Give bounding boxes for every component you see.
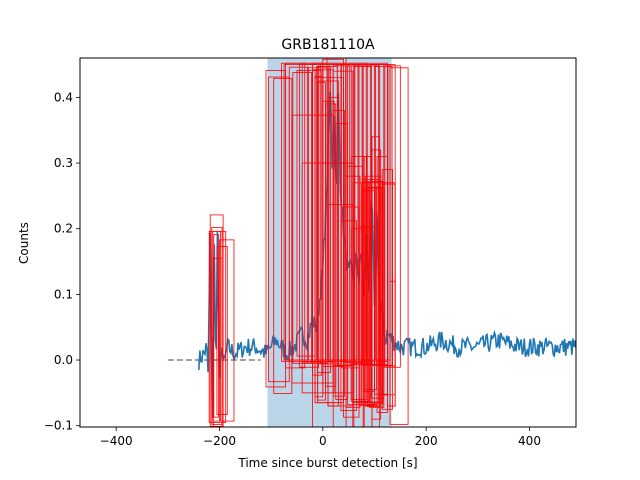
pulse-box-5	[208, 230, 227, 423]
pulse-box-84	[353, 64, 364, 427]
y-tick-label: 0.0	[54, 353, 73, 367]
y-tick-label: 0.1	[54, 287, 73, 301]
pulse-box-80	[312, 62, 347, 427]
x-tick-label: −400	[100, 434, 133, 448]
x-axis: −400 −200 0 200 400	[100, 427, 541, 448]
y-axis-label: Counts	[17, 222, 31, 264]
pulse-box-8	[212, 257, 223, 427]
x-tick-label: 200	[415, 434, 438, 448]
y-tick-label: −0.1	[44, 419, 73, 433]
pulse-box-78	[381, 169, 393, 410]
x-tick-label: 400	[518, 434, 541, 448]
pulse-box-53	[340, 220, 357, 411]
pulse-box-4	[213, 234, 219, 418]
axes-frame	[79, 57, 577, 428]
y-axis: −0.1 0.0 0.1 0.2 0.3 0.4	[44, 90, 80, 433]
pulse-box-7	[219, 239, 235, 422]
y-tick-label: 0.4	[54, 90, 73, 104]
pulse-box-59	[350, 228, 371, 402]
pulse-box-1	[209, 214, 224, 427]
chart-title: GRB181110A	[281, 37, 375, 53]
pulse-box-40	[283, 64, 391, 361]
pulse-box-82	[317, 80, 339, 404]
plot-area	[167, 58, 576, 427]
y-tick-label: 0.3	[54, 156, 73, 170]
x-axis-label: Time since burst detection [s]	[237, 456, 417, 470]
x-tick-label: 0	[319, 434, 327, 448]
pulse-box-79	[387, 182, 396, 407]
pulse-box-69	[368, 186, 383, 404]
y-tick-label: 0.2	[54, 222, 73, 236]
pulse-box-70	[370, 187, 385, 399]
x-tick-label: −200	[203, 434, 236, 448]
pulse-box-83	[332, 70, 354, 427]
pulse-box-76	[363, 156, 373, 427]
